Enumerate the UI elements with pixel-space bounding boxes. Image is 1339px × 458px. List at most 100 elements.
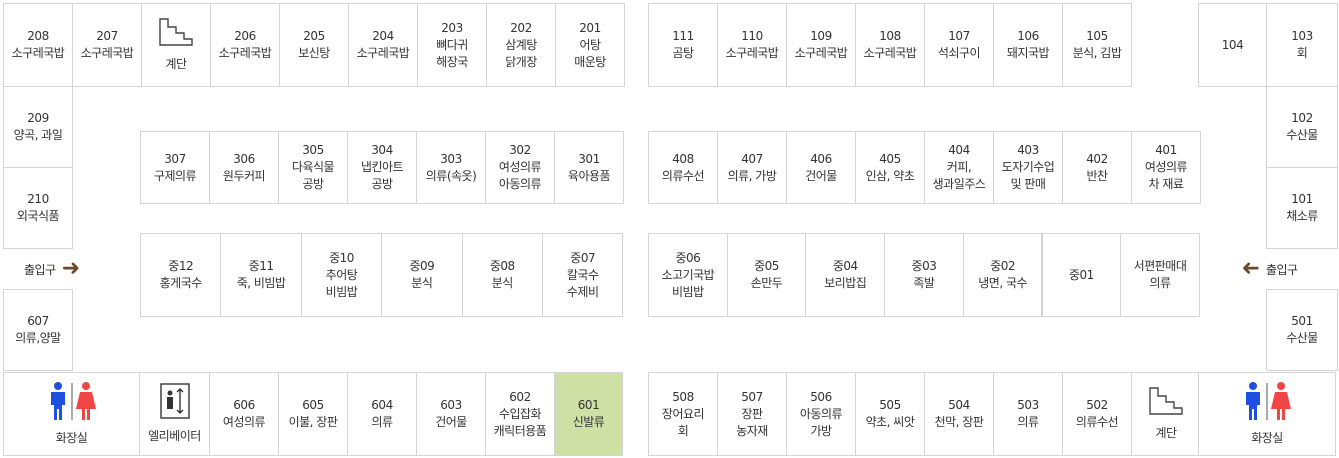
stall-number: 408 <box>672 151 694 166</box>
stall-502: 502 의류수선 <box>1062 372 1132 456</box>
restroom-area: 화장실 <box>1198 372 1336 456</box>
stall-number: 601 <box>577 398 600 412</box>
stall-304: 304 냅킨아트 공방 <box>347 131 417 204</box>
stall-number: 중04 <box>832 259 858 273</box>
stall-number: 204 <box>372 29 394 43</box>
stall-number: 607 <box>27 314 49 328</box>
stall-label: 다육식물 공방 <box>291 160 335 191</box>
stall-label: 건어물 <box>805 168 837 183</box>
stall-number: 401 <box>1155 143 1177 157</box>
stall-number: 202 <box>510 20 532 35</box>
arrow-left-icon: ➜ <box>1242 256 1260 281</box>
stall-label: 천막, 장판 <box>934 415 984 429</box>
stall-number: 207 <box>96 29 118 43</box>
stall-number: 중08 <box>489 259 515 273</box>
stall-503: 503 의류 <box>993 372 1063 456</box>
stall-number: 602 <box>509 389 531 404</box>
stall-label: 외국식품 <box>16 209 60 223</box>
stall-label: 추어탕 비빔밥 <box>325 267 358 299</box>
stall-407: 407 의류, 가방 <box>717 131 787 204</box>
stairs-area: 계단 <box>141 3 211 87</box>
stall-label: 소구레국밥 <box>863 46 917 60</box>
stall-406: 406 건어물 <box>786 131 856 204</box>
stall-label: 도자기수업 및 판매 <box>1001 160 1055 191</box>
stall-401: 401 여성의류 차 재료 <box>1131 131 1201 204</box>
stall-202: 202 삼계탕 닭개장 <box>486 3 556 87</box>
stall-number: 604 <box>371 398 393 412</box>
stall-601: 601 신발류 <box>554 372 623 456</box>
stall-number: 505 <box>879 398 901 412</box>
stall-305: 305 다육식물 공방 <box>278 131 348 204</box>
stall-label: 족발 <box>913 276 935 290</box>
stall-number: 502 <box>1086 398 1108 412</box>
stall-201: 201 어탕 매운탕 <box>555 3 625 87</box>
stall-중04: 중04 보리밥집 <box>805 233 886 317</box>
stall-number: 503 <box>1017 398 1039 412</box>
stall-number: 302 <box>509 143 531 157</box>
stall-label: 서편판매대 의류 <box>1133 259 1187 290</box>
stall-number: 104 <box>1221 37 1244 52</box>
stall-label: 돼지국밥 <box>1006 46 1050 60</box>
stall-number: 109 <box>810 29 832 43</box>
entrance-right-label: 출입구 <box>1265 262 1298 277</box>
stall-604: 604 의류 <box>347 372 417 456</box>
stall-중12: 중12 홍게국수 <box>140 233 222 317</box>
stall-number: 301 <box>578 151 600 166</box>
stall-number: 305 <box>302 143 324 157</box>
stall-number: 중02 <box>990 259 1016 273</box>
stall-408: 408 의류수선 <box>648 131 718 204</box>
stall-label: 의류, 가방 <box>727 168 777 183</box>
stall-label: 분식, 김밥 <box>1072 46 1122 60</box>
stall-101: 101 채소류 <box>1266 167 1338 249</box>
stall-number: 402 <box>1086 151 1108 166</box>
stall-307: 307 구제의류 <box>140 131 210 204</box>
stall-number: 303 <box>440 151 462 166</box>
stall-중03: 중03 족발 <box>884 233 964 317</box>
stall-label: 수입잡화 캐릭터용품 <box>493 406 547 438</box>
stall-label: 이불, 장판 <box>288 415 338 429</box>
stall-label: 계단 <box>165 57 187 71</box>
stall-106: 106 돼지국밥 <box>993 3 1063 87</box>
stall-209: 209 양곡, 과일 <box>3 86 73 168</box>
stall-label: 뼈다귀 해장국 <box>436 37 468 69</box>
restroom-icon <box>44 381 100 426</box>
stall-404: 404 커피, 생과일주스 <box>924 131 994 204</box>
stall-number: 405 <box>879 151 901 166</box>
stall-402: 402 반찬 <box>1062 131 1132 204</box>
stall-number: 중01 <box>1068 267 1094 282</box>
stall-number: 중12 <box>168 259 194 273</box>
stairs-icon <box>1148 386 1184 421</box>
stall-중02: 중02 냉면, 국수 <box>962 233 1043 317</box>
stall-103: 103 회 <box>1266 3 1338 87</box>
stairs-icon <box>158 17 194 52</box>
entrance-right: ➜ 출입구 <box>1242 256 1298 281</box>
stall-label: 장판 농자재 <box>736 406 768 438</box>
stall-label: 반찬 <box>1086 168 1108 183</box>
stall-606: 606 여성의류 <box>209 372 279 456</box>
stall-label: 보신탕 <box>298 46 330 60</box>
stall-number: 507 <box>741 389 763 404</box>
stall-number: 106 <box>1017 29 1039 43</box>
stall-중07: 중07 칼국수 수제비 <box>542 233 624 317</box>
stall-label: 양곡, 과일 <box>13 128 63 142</box>
stall-중09: 중09 분식 <box>381 233 463 317</box>
stall-208: 208 소구레국밥 <box>3 3 73 87</box>
stall-label: 커피, 생과일주스 <box>932 160 986 191</box>
stall-number: 중06 <box>675 250 701 265</box>
stall-중06: 중06 소고기국밥 비빔밥 <box>648 233 728 317</box>
stall-label: 죽, 비빔밥 <box>236 276 286 290</box>
stall-number: 407 <box>741 151 763 166</box>
stall-label: 의류수선 <box>661 168 705 183</box>
stall-306: 306 원두커피 <box>209 131 279 204</box>
stall-number: 304 <box>371 143 393 157</box>
stall-label: 계단 <box>1155 426 1177 440</box>
stall-label: 수산물 <box>1286 331 1318 345</box>
stall-207: 207 소구레국밥 <box>72 3 142 87</box>
stall-number: 208 <box>27 29 49 43</box>
stall-label: 의류,양말 <box>15 331 61 345</box>
stall-204: 204 소구레국밥 <box>348 3 418 87</box>
stall-label: 소고기국밥 비빔밥 <box>661 267 715 299</box>
stall-label: 육아용품 <box>567 168 611 183</box>
stall-number: 111 <box>672 29 694 43</box>
stall-label: 여성의류 차 재료 <box>1144 160 1188 191</box>
